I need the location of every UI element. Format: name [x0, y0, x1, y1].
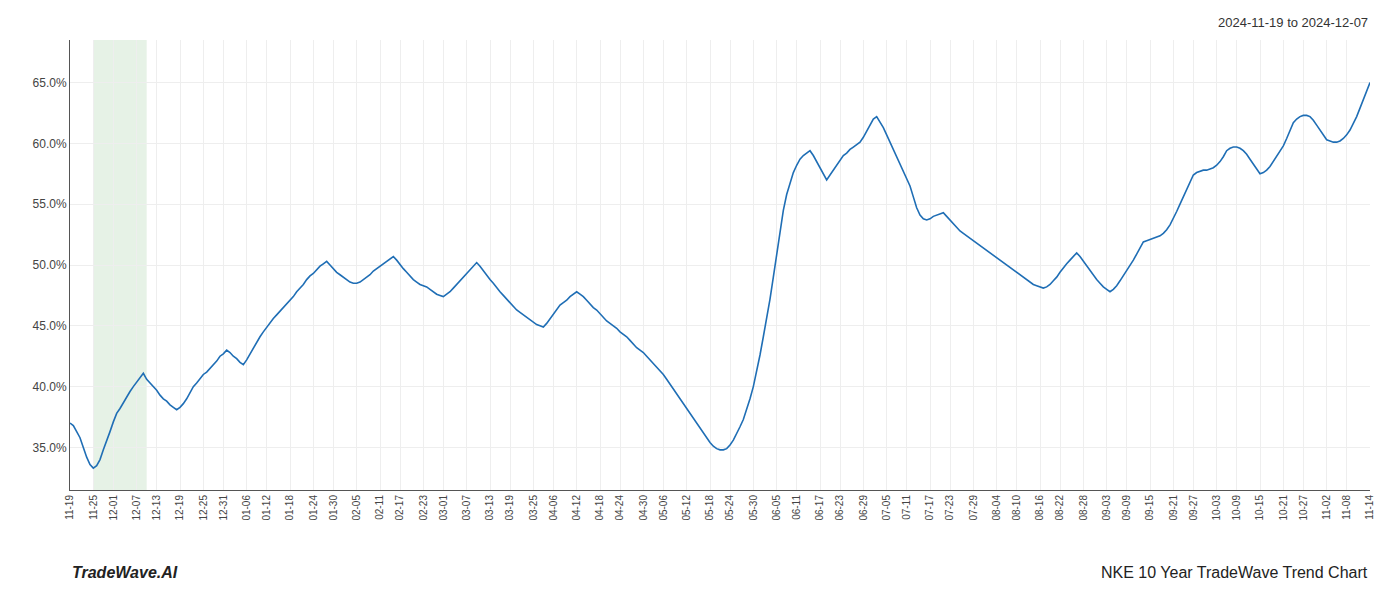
svg-text:11-14: 11-14	[1364, 495, 1375, 520]
svg-text:08-28: 08-28	[1078, 495, 1089, 521]
svg-text:11-19: 11-19	[64, 495, 75, 520]
svg-text:11-25: 11-25	[88, 495, 99, 520]
svg-text:06-11: 06-11	[791, 495, 802, 520]
svg-text:12-01: 12-01	[108, 495, 119, 521]
svg-text:12-19: 12-19	[174, 495, 185, 521]
svg-text:05-24: 05-24	[724, 495, 735, 521]
svg-text:04-30: 04-30	[638, 495, 649, 521]
svg-text:01-18: 01-18	[284, 495, 295, 521]
svg-text:04-24: 04-24	[614, 495, 625, 521]
svg-text:02-05: 02-05	[351, 495, 362, 521]
svg-text:10-15: 10-15	[1254, 495, 1265, 521]
svg-text:12-31: 12-31	[218, 495, 229, 521]
svg-text:08-10: 08-10	[1011, 495, 1022, 521]
svg-text:01-30: 01-30	[328, 495, 339, 521]
svg-text:07-17: 07-17	[924, 495, 935, 521]
svg-text:40.0%: 40.0%	[33, 380, 67, 394]
svg-text:11-02: 11-02	[1321, 495, 1332, 520]
svg-text:06-23: 06-23	[834, 495, 845, 521]
svg-text:03-19: 03-19	[504, 495, 515, 521]
svg-text:04-06: 04-06	[548, 495, 559, 521]
svg-text:04-12: 04-12	[571, 495, 582, 521]
svg-text:08-04: 08-04	[991, 495, 1002, 521]
svg-text:08-22: 08-22	[1054, 495, 1065, 521]
svg-text:60.0%: 60.0%	[33, 137, 67, 151]
svg-text:02-17: 02-17	[394, 495, 405, 521]
svg-text:50.0%: 50.0%	[33, 258, 67, 272]
svg-text:03-01: 03-01	[438, 495, 449, 521]
svg-text:08-16: 08-16	[1034, 495, 1045, 521]
svg-text:2024-11-19 to 2024-12-07: 2024-11-19 to 2024-12-07	[1218, 15, 1368, 30]
svg-text:12-25: 12-25	[198, 495, 209, 521]
svg-text:09-03: 09-03	[1101, 495, 1112, 521]
svg-text:10-21: 10-21	[1278, 495, 1289, 521]
svg-text:06-29: 06-29	[858, 495, 869, 521]
svg-text:05-30: 05-30	[748, 495, 759, 521]
svg-text:05-18: 05-18	[704, 495, 715, 521]
svg-text:09-09: 09-09	[1121, 495, 1132, 521]
svg-text:NKE 10 Year TradeWave Trend Ch: NKE 10 Year TradeWave Trend Chart	[1101, 564, 1368, 581]
svg-text:06-17: 06-17	[814, 495, 825, 521]
svg-text:10-03: 10-03	[1211, 495, 1222, 521]
svg-text:07-05: 07-05	[881, 495, 892, 521]
svg-text:65.0%: 65.0%	[33, 76, 67, 90]
svg-text:04-18: 04-18	[594, 495, 605, 521]
svg-text:01-06: 01-06	[241, 495, 252, 521]
svg-text:05-12: 05-12	[681, 495, 692, 521]
svg-text:05-06: 05-06	[658, 495, 669, 521]
svg-text:11-08: 11-08	[1341, 495, 1352, 520]
svg-text:03-07: 03-07	[461, 495, 472, 521]
svg-text:07-23: 07-23	[944, 495, 955, 521]
svg-text:10-09: 10-09	[1231, 495, 1242, 521]
svg-text:01-12: 01-12	[261, 495, 272, 521]
svg-text:07-11: 07-11	[901, 495, 912, 520]
svg-text:09-27: 09-27	[1188, 495, 1199, 521]
svg-text:07-29: 07-29	[968, 495, 979, 521]
svg-text:02-11: 02-11	[374, 495, 385, 520]
svg-text:TradeWave.AI: TradeWave.AI	[72, 564, 178, 581]
svg-text:12-07: 12-07	[131, 495, 142, 521]
svg-text:03-25: 03-25	[528, 495, 539, 521]
svg-text:55.0%: 55.0%	[33, 197, 67, 211]
svg-text:12-13: 12-13	[151, 495, 162, 521]
svg-text:35.0%: 35.0%	[33, 441, 67, 455]
svg-text:09-15: 09-15	[1144, 495, 1155, 521]
svg-text:03-13: 03-13	[484, 495, 495, 521]
svg-text:09-21: 09-21	[1168, 495, 1179, 521]
svg-text:06-05: 06-05	[771, 495, 782, 521]
svg-text:01-24: 01-24	[308, 495, 319, 521]
svg-text:02-23: 02-23	[418, 495, 429, 521]
svg-text:10-27: 10-27	[1298, 495, 1309, 521]
svg-text:45.0%: 45.0%	[33, 319, 67, 333]
